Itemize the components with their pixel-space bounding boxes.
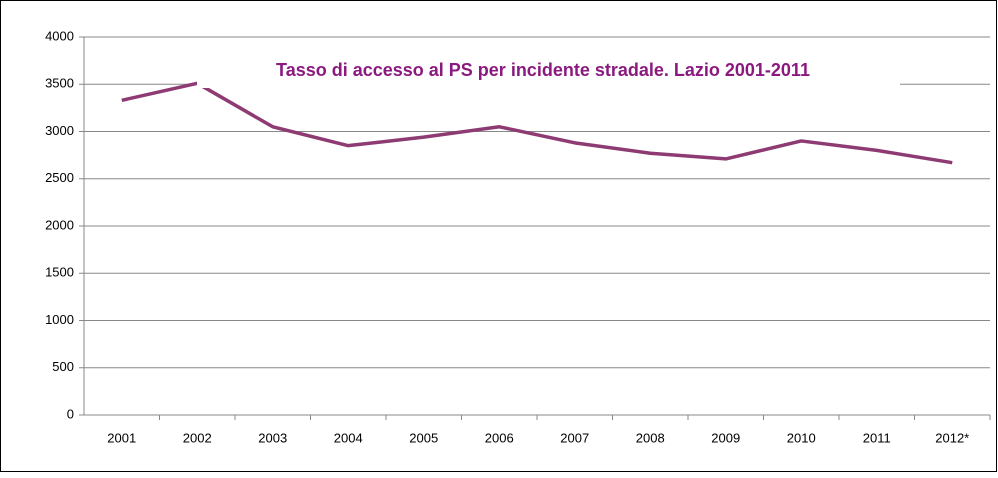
x-tick-label: 2006 xyxy=(485,430,514,445)
x-tick-label: 2005 xyxy=(409,430,438,445)
x-tick-label: 2001 xyxy=(107,430,136,445)
y-tick-label: 0 xyxy=(67,406,74,421)
chart-title: Tasso di accesso al PS per incidente str… xyxy=(276,60,810,80)
y-tick-label: 3500 xyxy=(45,76,74,91)
x-tick-label: 2003 xyxy=(258,430,287,445)
title-background xyxy=(197,52,900,88)
y-tick-label: 1000 xyxy=(45,312,74,327)
x-tick-label: 2010 xyxy=(787,430,816,445)
x-tick-label: 2012* xyxy=(935,430,969,445)
y-tick-label: 500 xyxy=(52,359,74,374)
x-tick-label: 2004 xyxy=(334,430,363,445)
y-tick-label: 3000 xyxy=(45,123,74,138)
x-tick-label: 2011 xyxy=(863,430,891,445)
y-tick-label: 2000 xyxy=(45,217,74,232)
x-tick-label: 2009 xyxy=(711,430,740,445)
y-tick-label: 1500 xyxy=(45,265,74,280)
x-tick-label: 2008 xyxy=(636,430,665,445)
y-tick-label: 4000 xyxy=(45,28,74,43)
x-tick-label: 2002 xyxy=(183,430,212,445)
y-tick-label: 2500 xyxy=(45,170,74,185)
x-tick-label: 2007 xyxy=(560,430,589,445)
data-line xyxy=(121,81,953,165)
